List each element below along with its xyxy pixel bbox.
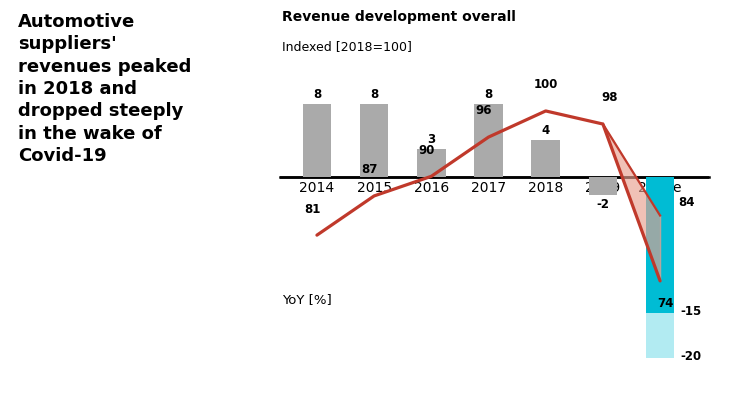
Bar xyxy=(303,104,331,177)
Bar xyxy=(646,177,674,313)
Text: 87: 87 xyxy=(361,163,377,176)
Text: 100: 100 xyxy=(533,78,558,91)
Text: 90: 90 xyxy=(419,144,435,157)
Bar xyxy=(531,140,560,177)
Bar xyxy=(360,104,389,177)
Text: Indexed [2018=100]: Indexed [2018=100] xyxy=(282,40,412,53)
Text: 8: 8 xyxy=(484,88,492,101)
Text: 8: 8 xyxy=(313,88,321,101)
Text: Revenue development overall: Revenue development overall xyxy=(282,10,516,24)
Bar xyxy=(589,177,617,195)
Text: 74: 74 xyxy=(658,297,674,310)
Text: -20: -20 xyxy=(680,350,701,363)
Text: 3: 3 xyxy=(427,133,436,146)
Text: -2: -2 xyxy=(596,198,609,211)
Text: 81: 81 xyxy=(304,202,321,215)
Text: Automotive
suppliers'
revenues peaked
in 2018 and
dropped steeply
in the wake of: Automotive suppliers' revenues peaked in… xyxy=(18,13,192,166)
Bar xyxy=(417,150,445,177)
Text: YoY [%]: YoY [%] xyxy=(282,293,332,306)
Text: -15: -15 xyxy=(680,305,701,318)
Text: 84: 84 xyxy=(678,196,695,209)
Bar xyxy=(474,104,503,177)
Text: 4: 4 xyxy=(542,124,550,137)
Text: 96: 96 xyxy=(476,104,492,117)
Text: 8: 8 xyxy=(370,88,378,101)
Bar xyxy=(646,313,674,358)
Text: 98: 98 xyxy=(601,91,618,104)
